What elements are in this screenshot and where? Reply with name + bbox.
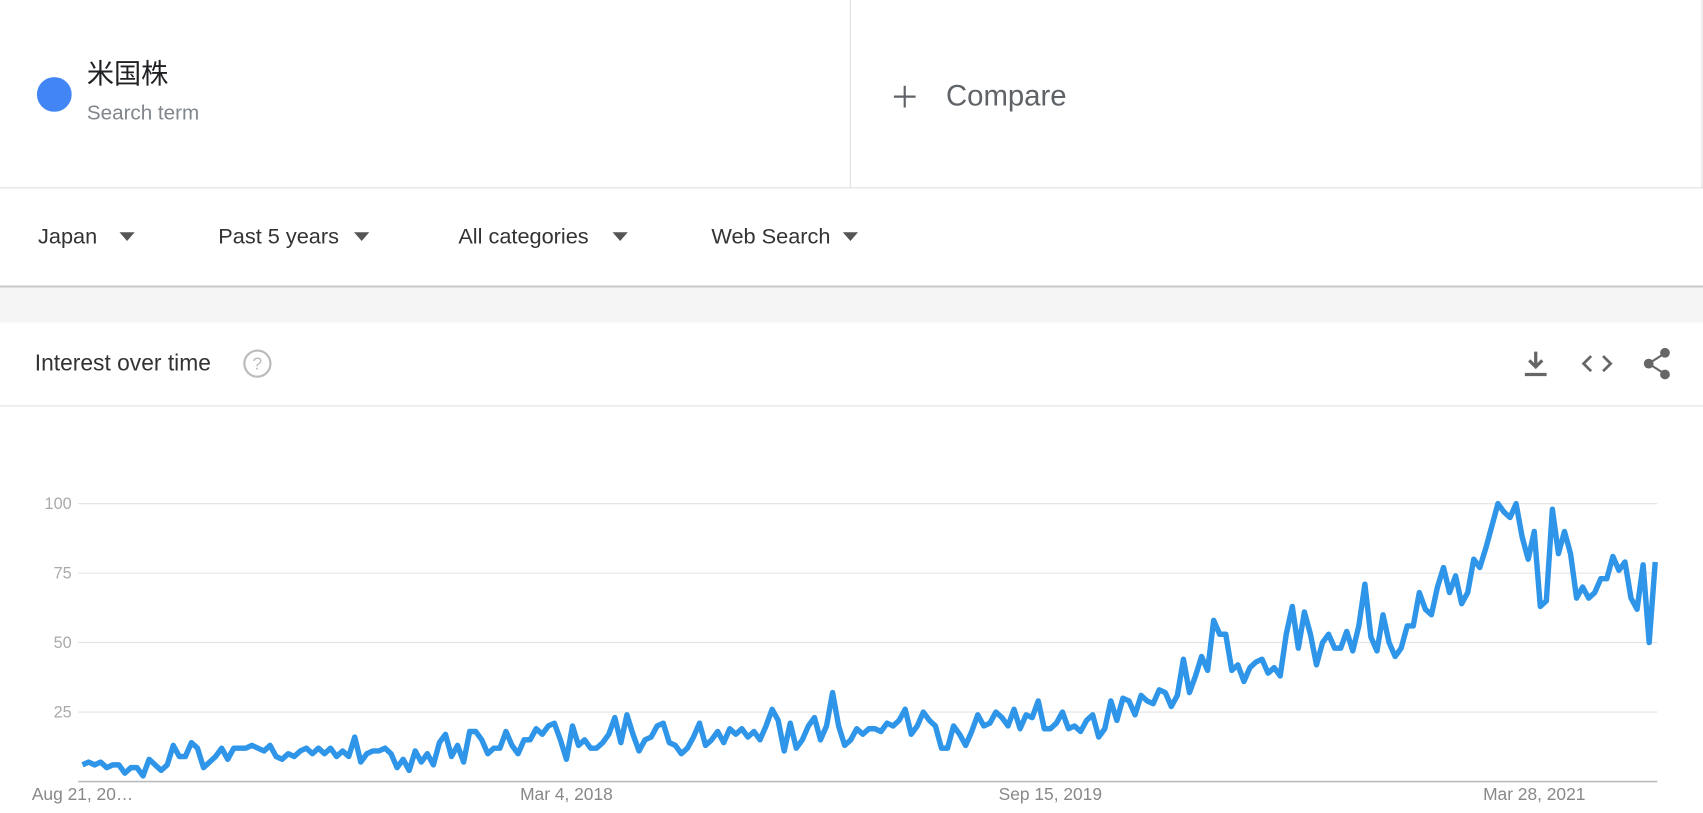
filter-time[interactable]: Past 5 years	[218, 223, 339, 248]
plus-icon[interactable]	[893, 85, 916, 108]
help-glyph[interactable]: ?	[253, 353, 263, 373]
share-icon[interactable]	[1643, 347, 1670, 380]
filter-region[interactable]: Japan	[38, 223, 97, 248]
x-tick-label: Aug 21, 20…	[32, 784, 133, 804]
y-tick-label: 100	[45, 495, 72, 513]
share-dot[interactable]	[1660, 347, 1670, 358]
share-dot[interactable]	[1660, 369, 1670, 380]
gap	[0, 287, 1703, 323]
term-dot	[36, 77, 72, 112]
search-term[interactable]: 米国株	[87, 58, 168, 89]
dropdown-arrow[interactable]	[354, 232, 370, 241]
x-tick-label: Mar 28, 2021	[1483, 784, 1585, 804]
share-dot[interactable]	[1643, 358, 1654, 369]
plot: 25 50 75 100 Aug 21, 20… Mar 4, 2018 Sep 15, 2…	[32, 495, 1658, 804]
y-tick-label: 75	[54, 565, 72, 583]
dropdown-arrow[interactable]	[119, 232, 135, 241]
compare-button[interactable]: Compare	[946, 79, 1067, 112]
dropdown-arrow[interactable]	[612, 232, 628, 241]
help-icon[interactable]	[243, 349, 272, 378]
filter-property[interactable]: Web Search	[711, 223, 830, 248]
download-icon[interactable]	[1524, 351, 1547, 377]
trend-line	[81, 500, 1658, 779]
filter-category[interactable]: All categories	[458, 223, 588, 248]
embed-icon[interactable]	[1581, 355, 1613, 373]
x-tick-label: Sep 15, 2019	[999, 784, 1102, 804]
chart-title: Interest over time	[35, 350, 211, 376]
x-tick-label: Mar 4, 2018	[520, 784, 613, 804]
y-tick-label: 50	[54, 634, 72, 652]
y-tick-label: 25	[54, 703, 72, 721]
search-term-type: Search term	[87, 101, 199, 124]
dropdown-arrow[interactable]	[842, 232, 859, 241]
